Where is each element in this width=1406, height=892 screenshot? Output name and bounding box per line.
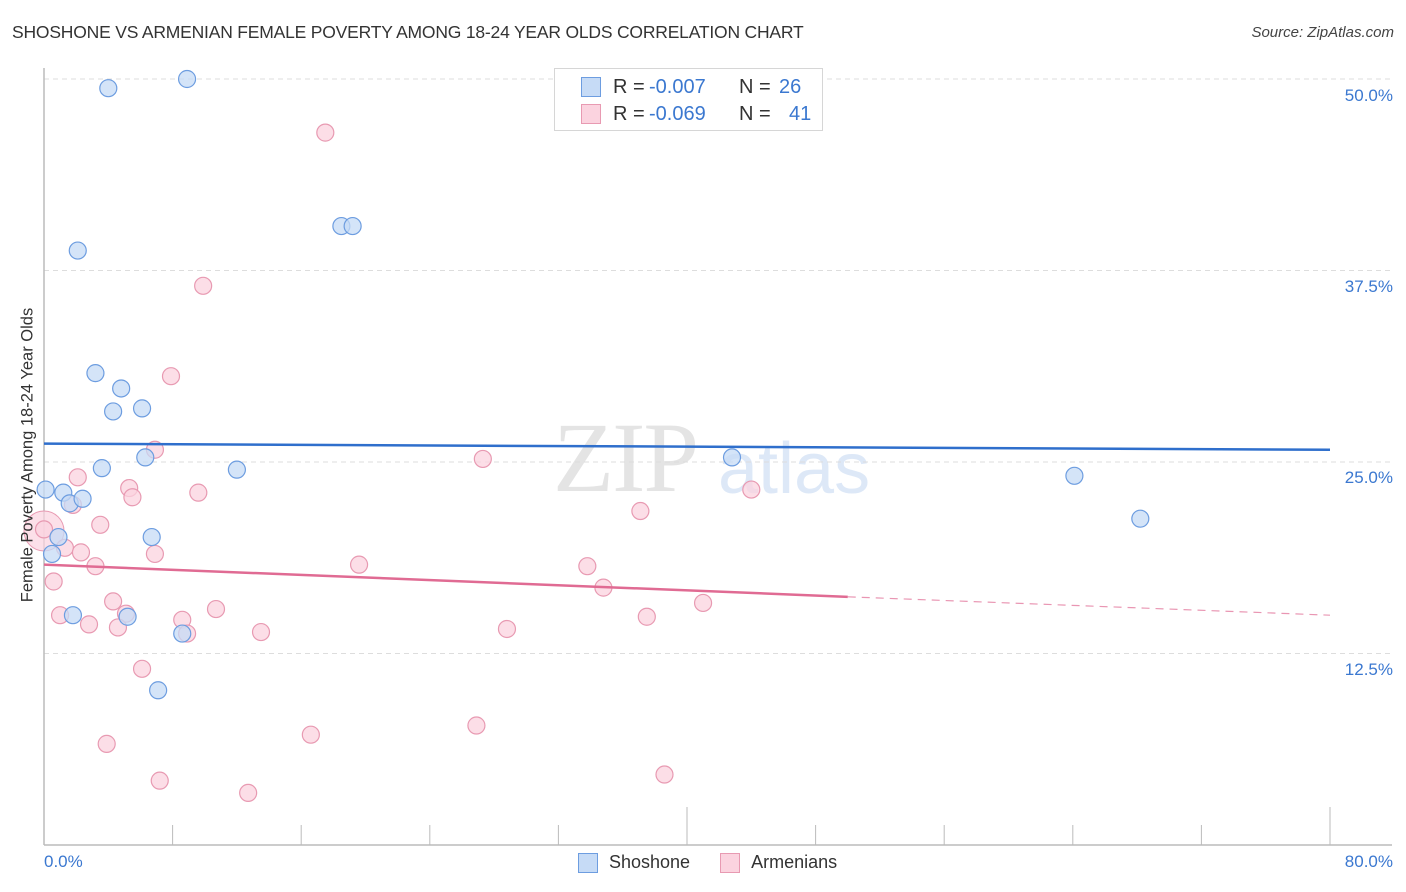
- data-point: [71, 543, 91, 562]
- data-point: [79, 615, 99, 634]
- data-point: [637, 607, 656, 626]
- legend-item-shoshone[interactable]: Shoshone: [578, 852, 690, 873]
- data-point: [42, 544, 62, 564]
- r-value: -0.007: [649, 75, 706, 98]
- r-value: -0.069: [649, 102, 706, 125]
- data-point: [63, 606, 83, 625]
- legend-label: Shoshone: [609, 852, 691, 872]
- data-point: [722, 448, 742, 467]
- data-point: [68, 468, 87, 487]
- data-point: [132, 399, 152, 418]
- source-label: Source: ZipAtlas.com: [1251, 24, 1394, 41]
- data-point: [86, 364, 105, 383]
- trend-lines: [43, 442, 1331, 616]
- data-point: [36, 480, 55, 499]
- data-point: [206, 599, 226, 619]
- shoshone-trend-line: [43, 442, 1331, 451]
- r-label: R =: [613, 102, 645, 125]
- n-label: N =: [739, 75, 771, 98]
- data-point: [150, 771, 169, 790]
- data-point: [104, 592, 123, 611]
- n-value: 26: [779, 75, 802, 98]
- data-point: [316, 123, 335, 142]
- data-point: [473, 449, 492, 469]
- data-point: [189, 483, 208, 502]
- correlation-legend: R = -0.007 N = 26 R = -0.069 N = 41: [554, 68, 823, 131]
- data-point: [145, 544, 165, 564]
- data-point: [142, 527, 161, 547]
- data-point: [343, 216, 362, 236]
- data-point: [99, 79, 118, 98]
- chart-title: SHOSHONE VS ARMENIAN FEMALE POVERTY AMON…: [12, 22, 804, 42]
- axes: [43, 68, 1392, 846]
- data-point: [97, 734, 116, 753]
- x-tick-0: 0.0%: [44, 852, 83, 871]
- data-point: [44, 572, 63, 591]
- legend-item-armenians[interactable]: Armenians: [720, 852, 837, 873]
- y-tick-12-5: 12.5%: [1344, 660, 1393, 679]
- data-point: [91, 515, 110, 534]
- data-point: [693, 593, 713, 613]
- data-point: [467, 716, 486, 735]
- data-point: [239, 783, 258, 803]
- shoshone-swatch-icon: [581, 77, 601, 97]
- series-legend: Shoshone Armenians: [578, 852, 867, 873]
- data-point: [92, 459, 111, 478]
- data-point: [497, 619, 517, 639]
- data-point: [112, 379, 131, 398]
- data-point: [118, 607, 137, 626]
- gridlines: [44, 78, 1392, 654]
- shoshone-swatch-icon: [578, 852, 598, 873]
- data-point: [34, 520, 54, 539]
- data-point: [73, 489, 92, 508]
- y-tick-50: 50.0%: [1344, 86, 1393, 105]
- data-point: [227, 460, 246, 479]
- data-point: [251, 622, 271, 642]
- data-point: [578, 557, 597, 576]
- data-point: [136, 448, 155, 467]
- watermark-atlas: atlas: [718, 429, 871, 509]
- data-point: [631, 501, 650, 521]
- y-tick-25: 25.0%: [1344, 468, 1393, 487]
- data-point: [68, 241, 87, 260]
- x-tick-80: 80.0%: [1344, 852, 1393, 871]
- data-point: [123, 488, 142, 507]
- data-point: [149, 681, 168, 700]
- armenians-points: [23, 123, 761, 803]
- data-point: [655, 765, 674, 784]
- armenians-swatch-icon: [720, 852, 741, 873]
- data-point: [1131, 509, 1150, 528]
- legend-row-armenians: R = -0.069 N = 41: [581, 102, 811, 126]
- armenians-trend-extension: [847, 596, 1331, 616]
- data-point: [1065, 466, 1084, 485]
- y-tick-37-5: 37.5%: [1344, 277, 1393, 296]
- data-point: [173, 624, 192, 643]
- data-point: [177, 69, 197, 89]
- data-point: [742, 480, 761, 499]
- y-axis-label: Female Poverty Among 18-24 Year Olds: [18, 307, 37, 603]
- legend-row-shoshone: R = -0.007 N = 26: [581, 75, 801, 99]
- watermark-zip: ZIP: [553, 402, 699, 513]
- n-label: N =: [739, 102, 771, 125]
- shoshone-points: [36, 69, 1150, 700]
- n-value: 41: [789, 102, 812, 125]
- data-point: [161, 367, 181, 386]
- r-label: R =: [613, 75, 645, 98]
- data-point: [349, 555, 369, 574]
- armenians-swatch-icon: [581, 104, 601, 124]
- data-point: [194, 276, 213, 295]
- legend-label: Armenians: [751, 852, 838, 872]
- armenians-trend-line: [43, 563, 848, 599]
- data-point: [132, 659, 152, 678]
- data-point: [301, 725, 320, 744]
- data-point: [49, 527, 68, 547]
- data-point: [104, 402, 123, 421]
